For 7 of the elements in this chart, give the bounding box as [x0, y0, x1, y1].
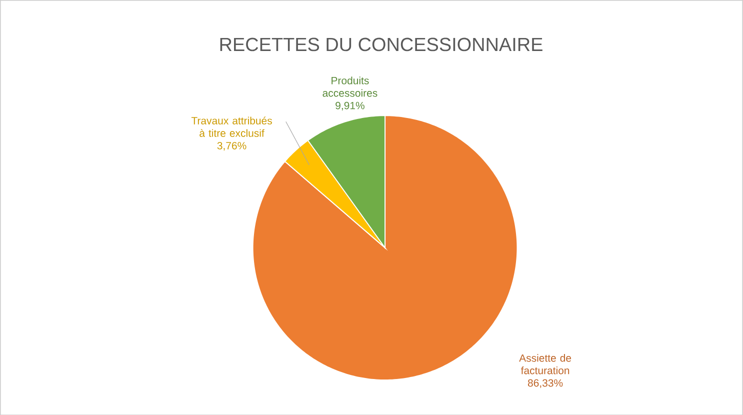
- slice-label: Travaux attribués à titre exclusif: [191, 116, 272, 137]
- slice-label: Produits accessoires: [322, 76, 378, 97]
- data-label: 3,76%: [217, 142, 246, 150]
- data-label: 9,91%: [336, 102, 364, 110]
- chart-title: RECETTES DU CONCESSIONNAIRE: [220, 38, 542, 51]
- data-label: 86,33%: [528, 379, 563, 388]
- slice-label: Assiette de facturation: [519, 354, 572, 374]
